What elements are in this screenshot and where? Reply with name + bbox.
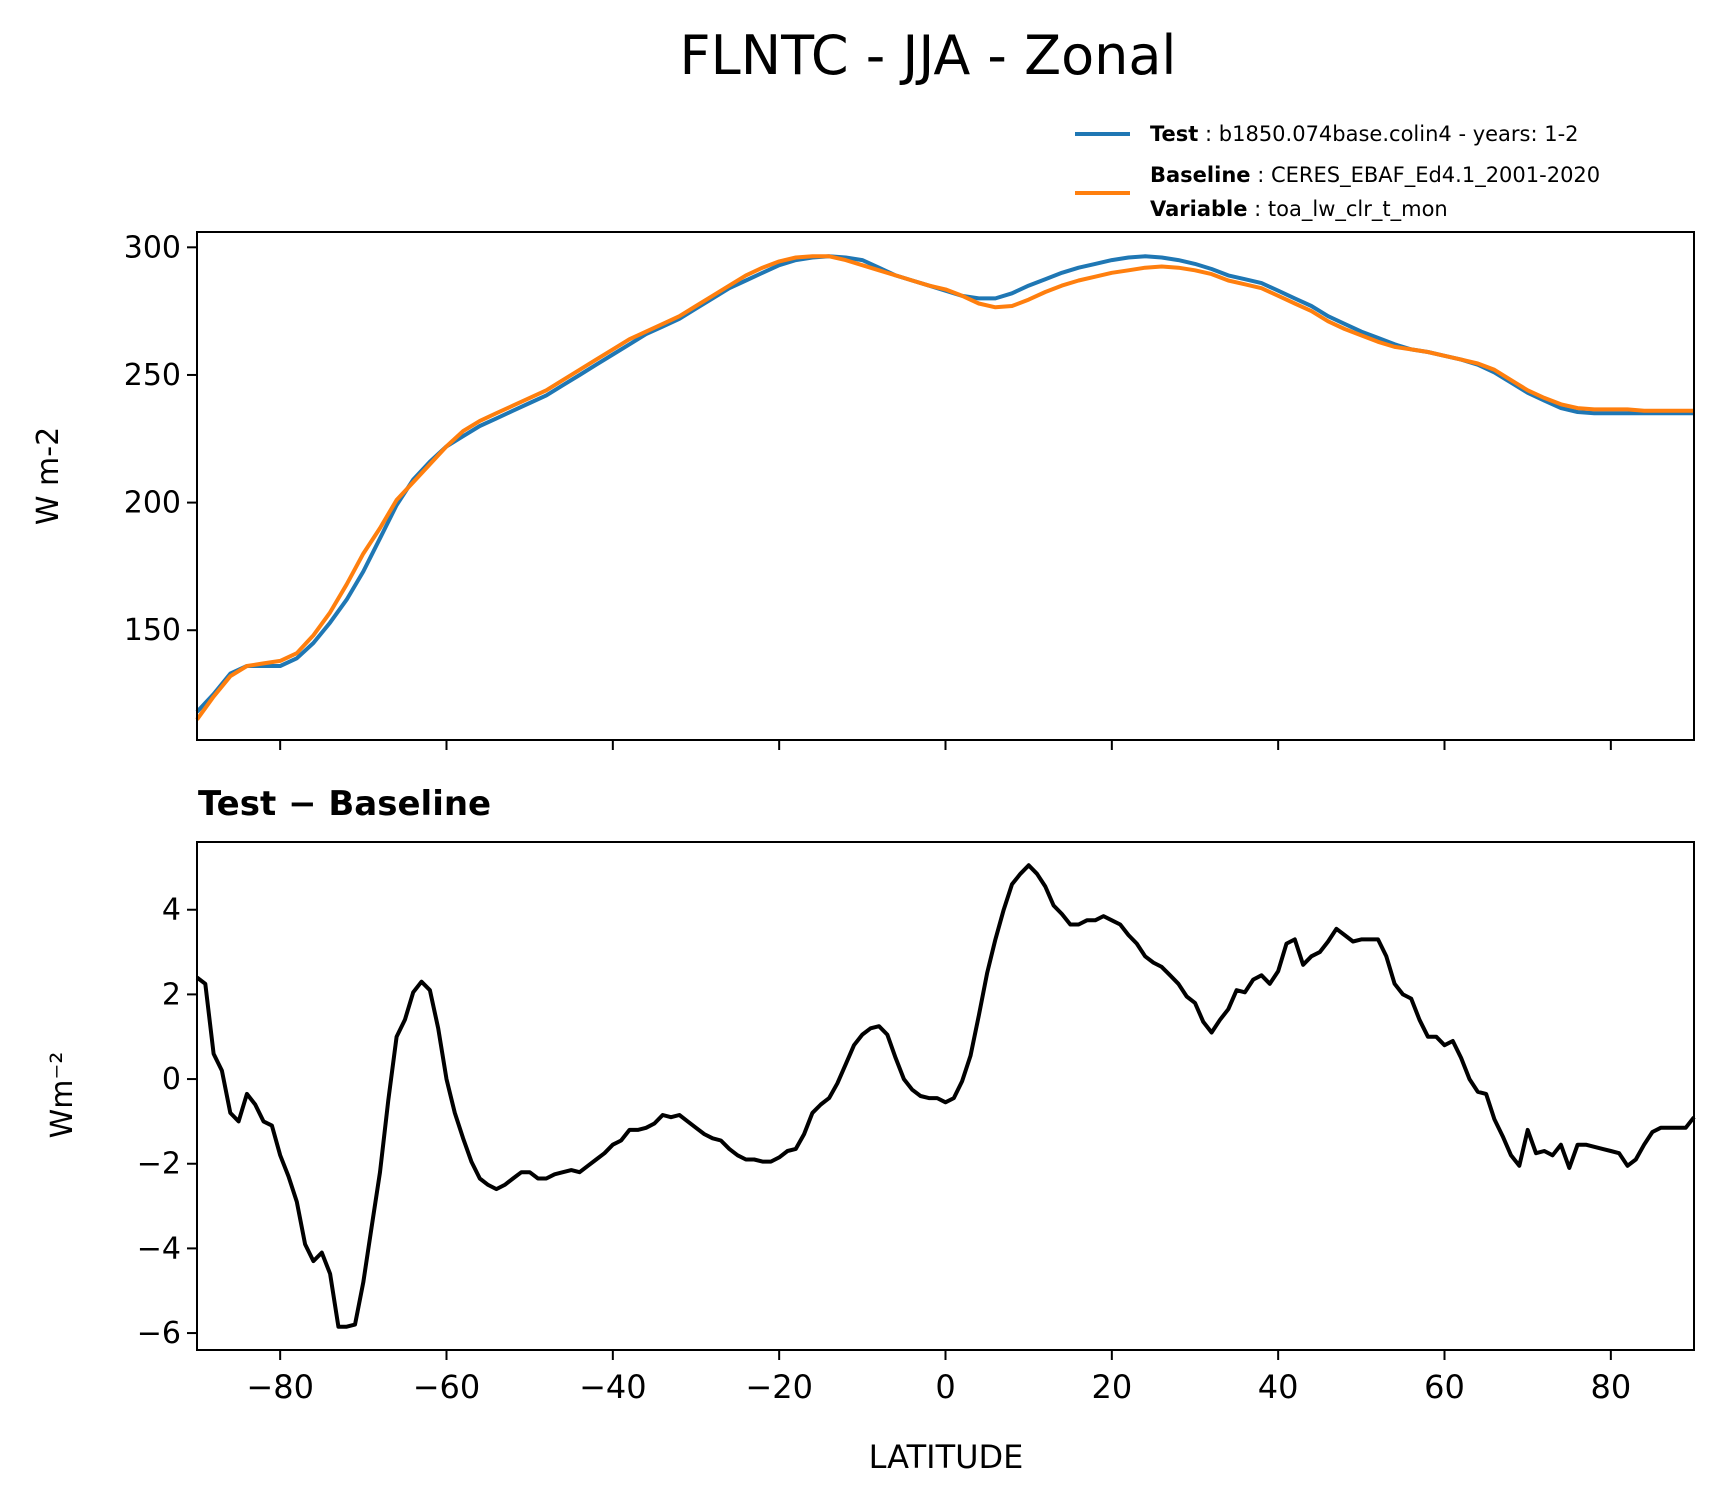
bottom-panel-title: Test − Baseline xyxy=(198,784,491,824)
top-ytick-label: 250 xyxy=(124,358,181,393)
top-ytick-label: 300 xyxy=(124,230,181,265)
bottom-xtick-label: 20 xyxy=(1091,1368,1132,1406)
bottom-xtick-label: 60 xyxy=(1424,1368,1465,1406)
bottom-xtick-label: −60 xyxy=(413,1368,481,1406)
bottom-plot-frame xyxy=(196,841,1695,1351)
top-series-line-test xyxy=(195,254,1694,714)
bottom-ylabel: Wm⁻² xyxy=(45,1052,80,1139)
top-ytick-label: 200 xyxy=(124,486,181,521)
bottom-series-group xyxy=(195,863,1696,1329)
bottom-series-line-difference xyxy=(195,863,1696,1329)
bottom-ytick-label: −2 xyxy=(137,1147,181,1182)
bottom-xtick-label: −40 xyxy=(579,1368,647,1406)
legend-variable-label: Variable xyxy=(1150,197,1247,221)
top-series-line-baseline xyxy=(195,254,1694,721)
legend-test-label: Test xyxy=(1150,122,1198,146)
top-ytick-label: 150 xyxy=(124,613,181,648)
figure-title: FLNTC - JJA - Zonal xyxy=(680,24,1177,87)
svg-text:Baseline : CERES_EBAF_Ed: Baseline : CERES_EBAF_Ed4.1_2001-2020 xyxy=(1150,163,1600,188)
legend: Test : b1850.074base.colin4 - years: 1-2… xyxy=(1075,122,1600,222)
legend-baseline-label: Baseline xyxy=(1150,163,1251,187)
svg-text:Test : b1850.074base.col: Test : b1850.074base.colin4 - years: 1-2 xyxy=(1150,122,1579,146)
bottom-ytick-label: 2 xyxy=(162,977,181,1012)
legend-test-value: : b1850.074base.colin4 - years: 1-2 xyxy=(1205,122,1579,146)
top-axis-ticks: 150 200 250 300 xyxy=(124,230,1612,750)
top-plot-frame xyxy=(196,231,1695,741)
top-series-group xyxy=(195,254,1694,721)
legend-baseline-value: : CERES_EBAF_Ed4.1_2001-2020 xyxy=(1257,163,1600,188)
legend-variable-value: : toa_lw_clr_t_mon xyxy=(1254,197,1448,222)
bottom-ytick-label: −6 xyxy=(137,1316,181,1351)
bottom-xtick-label: −20 xyxy=(745,1368,813,1406)
bottom-xtick-label: 80 xyxy=(1590,1368,1631,1406)
bottom-xtick-label: 0 xyxy=(935,1368,955,1406)
bottom-xlabel: LATITUDE xyxy=(869,1438,1024,1476)
top-ylabel: W m-2 xyxy=(31,427,66,525)
svg-text:Variable : toa_lw_clr_t_: Variable : toa_lw_clr_t_mon xyxy=(1150,197,1448,222)
top-panel: W m-2 150 200 250 300 xyxy=(31,230,1695,750)
bottom-xtick-label: 40 xyxy=(1258,1368,1299,1406)
bottom-xtick-label: −80 xyxy=(246,1368,314,1406)
bottom-ytick-label: 0 xyxy=(162,1062,181,1097)
bottom-ytick-label: −4 xyxy=(137,1231,181,1266)
bottom-ytick-label: 4 xyxy=(162,893,181,928)
